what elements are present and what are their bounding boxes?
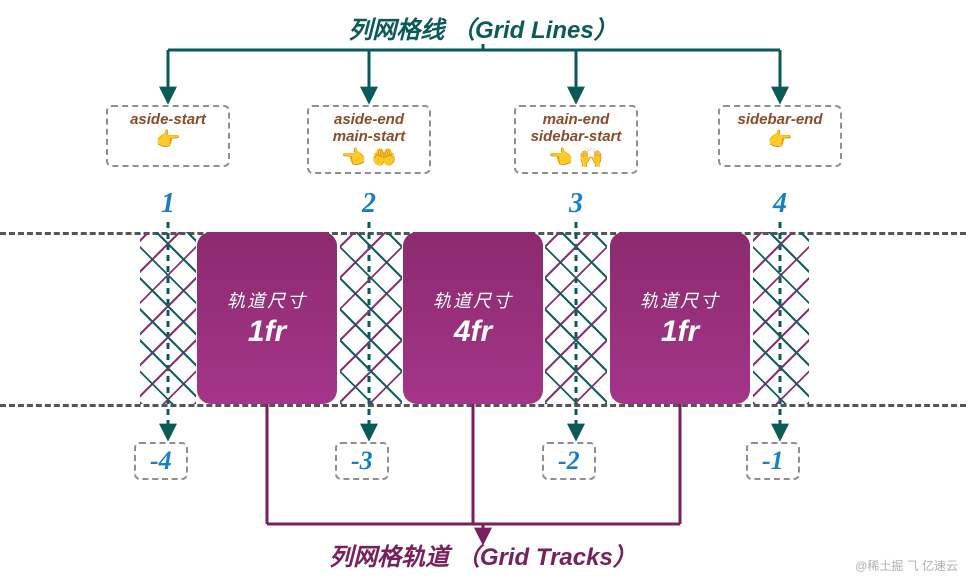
negnum-layer: -4 -3 -2 -1	[0, 0, 966, 582]
gridline-number-neg: -3	[335, 442, 389, 480]
gridline-number-neg: -4	[134, 442, 188, 480]
gridline-number-neg: -2	[542, 442, 596, 480]
watermark: @稀土掘 ⺄ 亿速云	[855, 557, 958, 574]
gridline-number-neg: -1	[746, 442, 800, 480]
